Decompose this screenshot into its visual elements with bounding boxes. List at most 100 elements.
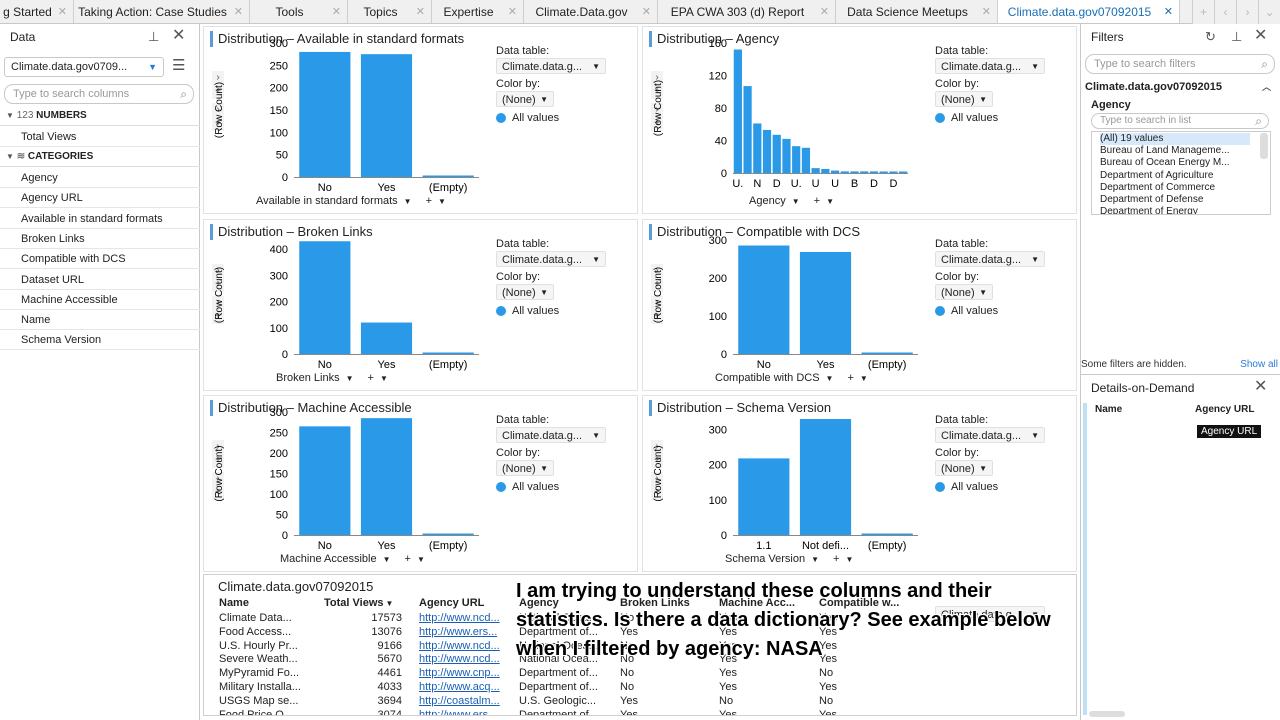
agency-url-link[interactable]: http://www.ers...: [419, 708, 498, 716]
color-by-dropdown[interactable]: (None) ▼: [496, 460, 554, 476]
add-icon[interactable]: +: [847, 372, 854, 384]
bar[interactable]: [879, 171, 888, 174]
add-icon[interactable]: +: [651, 278, 663, 292]
show-all-link[interactable]: Show all: [1240, 359, 1278, 370]
horizontal-scrollbar[interactable]: [1089, 711, 1125, 717]
bar[interactable]: [861, 533, 913, 536]
add-icon[interactable]: +: [651, 310, 663, 324]
bar[interactable]: [422, 352, 474, 355]
bar[interactable]: [830, 170, 840, 173]
add-icon[interactable]: +: [212, 117, 224, 131]
close-tab-icon[interactable]: ✕: [819, 6, 829, 18]
data-table-dropdown[interactable]: Climate.data.g... ▼: [496, 427, 606, 443]
add-icon[interactable]: +: [404, 553, 411, 565]
close-icon[interactable]: ✕: [172, 27, 186, 44]
bar[interactable]: [869, 171, 879, 173]
bar[interactable]: [299, 51, 351, 177]
close-tab-icon[interactable]: ✕: [981, 6, 991, 18]
bar[interactable]: [782, 138, 791, 173]
column-item[interactable]: Compatible with DCS: [0, 249, 200, 270]
bar[interactable]: [360, 54, 413, 177]
categories-section[interactable]: ▼ ≋ CATEGORIES: [0, 147, 200, 167]
expand-icon[interactable]: ›: [212, 472, 224, 486]
agency-url-link[interactable]: http://www.ncd...: [419, 612, 500, 624]
filter-list-search[interactable]: Type to search in list ⌕: [1091, 113, 1269, 129]
expand-icon[interactable]: ›: [651, 264, 663, 278]
agency-url-link[interactable]: http://www.acq...: [419, 681, 500, 693]
agency-url-link[interactable]: http://www.ncd...: [419, 639, 500, 652]
x-axis-selector[interactable]: Machine Accessible ▼ + ▼: [280, 551, 425, 568]
column-item[interactable]: Name: [0, 310, 200, 331]
x-axis-selector[interactable]: Schema Version ▼ + ▼: [725, 551, 853, 568]
expand-icon[interactable]: ›: [212, 103, 224, 117]
agency-url-link[interactable]: http://coastalm...: [419, 694, 500, 707]
bar[interactable]: [762, 129, 772, 173]
filter-list-item[interactable]: Department of Energy: [1100, 206, 1198, 215]
column-item[interactable]: Schema Version: [0, 330, 200, 351]
numbers-section[interactable]: ▼ 123 NUMBERS: [0, 106, 200, 126]
pin-icon[interactable]: ⊥: [1231, 29, 1243, 44]
scrollbar-thumb[interactable]: [1260, 133, 1268, 159]
refresh-icon[interactable]: ↻: [1205, 29, 1216, 44]
tab-7[interactable]: Data Science Meetups ✕: [836, 0, 998, 23]
legend-all-values[interactable]: All values: [496, 304, 559, 318]
close-icon[interactable]: ✕: [1254, 378, 1268, 395]
expand-icon[interactable]: ›: [651, 296, 663, 310]
close-tab-icon[interactable]: ✕: [233, 6, 243, 18]
bar[interactable]: [799, 251, 852, 354]
expand-icon[interactable]: ›: [212, 264, 224, 278]
tab-left-icon[interactable]: ‹: [1214, 0, 1236, 24]
agency-url-link[interactable]: http://www.ers...: [419, 625, 498, 638]
menu-icon[interactable]: ☰: [172, 57, 186, 74]
add-icon[interactable]: +: [212, 278, 224, 292]
add-icon[interactable]: +: [212, 486, 224, 500]
tab-1[interactable]: Taking Action: Case Studies ✕: [74, 0, 250, 23]
bar[interactable]: [422, 533, 474, 536]
tab-4[interactable]: Expertise ✕: [432, 0, 524, 23]
expand-icon[interactable]: ›: [212, 296, 224, 310]
column-search-input[interactable]: Type to search columns ⌕: [4, 84, 194, 104]
add-icon[interactable]: +: [367, 372, 374, 384]
bar[interactable]: [738, 245, 790, 354]
tab-list-icon[interactable]: ⌄: [1258, 0, 1280, 24]
tab-2[interactable]: Tools ✕: [250, 0, 348, 23]
color-by-dropdown[interactable]: (None) ▼: [496, 284, 554, 300]
column-item[interactable]: Agency: [0, 168, 200, 188]
expand-icon[interactable]: ›: [651, 71, 663, 85]
add-icon[interactable]: +: [212, 454, 224, 468]
add-icon[interactable]: +: [651, 85, 663, 99]
add-icon[interactable]: +: [212, 85, 224, 99]
bar[interactable]: [792, 146, 801, 173]
add-icon[interactable]: +: [212, 310, 224, 324]
bar[interactable]: [360, 322, 413, 354]
x-axis-selector[interactable]: Agency ▼ + ▼: [749, 193, 834, 210]
expand-icon[interactable]: ›: [651, 103, 663, 117]
color-by-dropdown[interactable]: (None) ▼: [935, 91, 993, 107]
tab-5[interactable]: Climate.Data.gov ✕: [524, 0, 658, 23]
column-item[interactable]: Broken Links: [0, 229, 200, 249]
filter-search-input[interactable]: Type to search filters ⌕: [1085, 54, 1275, 74]
expand-icon[interactable]: ›: [651, 440, 663, 454]
data-table-dropdown[interactable]: Climate.data.g... ▼: [935, 251, 1045, 267]
table-header[interactable]: Machine Acc...: [719, 597, 814, 609]
expand-icon[interactable]: ›: [651, 472, 663, 486]
color-by-dropdown[interactable]: (None) ▼: [935, 460, 993, 476]
x-axis-selector[interactable]: Available in standard formats ▼ + ▼: [256, 193, 446, 210]
table-header[interactable]: Agency URL: [419, 597, 514, 609]
bar[interactable]: [860, 171, 869, 173]
data-table-dropdown[interactable]: Climate.data.g... ▼: [496, 251, 606, 267]
add-icon[interactable]: +: [425, 195, 433, 207]
add-icon[interactable]: +: [651, 454, 663, 468]
column-item[interactable]: Total Views: [0, 127, 200, 147]
table-header[interactable]: Agency: [519, 597, 614, 609]
tab-3[interactable]: Topics ✕: [348, 0, 432, 23]
legend-all-values[interactable]: All values: [935, 304, 998, 318]
details-col-agency-url[interactable]: Agency URL: [1195, 404, 1255, 415]
legend-all-values[interactable]: All values: [935, 480, 998, 494]
agency-url-link[interactable]: http://www.ncd...: [419, 653, 500, 666]
bar[interactable]: [899, 171, 908, 174]
bar[interactable]: [811, 168, 820, 173]
filter-list-item[interactable]: Department of Commerce: [1100, 181, 1216, 193]
tab-8[interactable]: Climate.data.gov07092015 ✕: [998, 0, 1180, 23]
close-tab-icon[interactable]: ✕: [331, 6, 341, 18]
